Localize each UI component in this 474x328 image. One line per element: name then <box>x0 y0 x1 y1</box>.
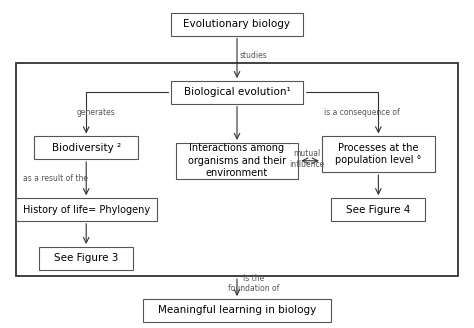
FancyBboxPatch shape <box>39 247 133 270</box>
Text: Evolutionary biology: Evolutionary biology <box>183 19 291 29</box>
FancyBboxPatch shape <box>331 198 426 221</box>
FancyBboxPatch shape <box>171 81 303 104</box>
Text: See Figure 4: See Figure 4 <box>346 205 410 215</box>
FancyBboxPatch shape <box>171 13 303 35</box>
Text: as a result of the: as a result of the <box>23 174 88 183</box>
FancyBboxPatch shape <box>35 136 138 159</box>
FancyBboxPatch shape <box>176 143 298 179</box>
Text: studies: studies <box>240 51 267 60</box>
Text: is the
foundation of: is the foundation of <box>228 274 279 293</box>
Text: Interactions among
organisms and their
environment: Interactions among organisms and their e… <box>188 143 286 178</box>
FancyBboxPatch shape <box>16 198 157 221</box>
Text: History of life= Phylogeny: History of life= Phylogeny <box>23 205 150 215</box>
Text: generates: generates <box>76 108 115 117</box>
Text: mutual
influence: mutual influence <box>289 150 324 169</box>
Text: is a consequence of: is a consequence of <box>324 108 400 117</box>
FancyBboxPatch shape <box>322 136 435 172</box>
Text: See Figure 3: See Figure 3 <box>54 253 118 263</box>
Text: Meaningful learning in biology: Meaningful learning in biology <box>158 305 316 315</box>
FancyBboxPatch shape <box>143 299 331 322</box>
Text: Biological evolution¹: Biological evolution¹ <box>183 88 291 97</box>
Text: Biodiversity ²: Biodiversity ² <box>52 143 121 153</box>
Text: Processes at the
population level °: Processes at the population level ° <box>335 143 421 165</box>
